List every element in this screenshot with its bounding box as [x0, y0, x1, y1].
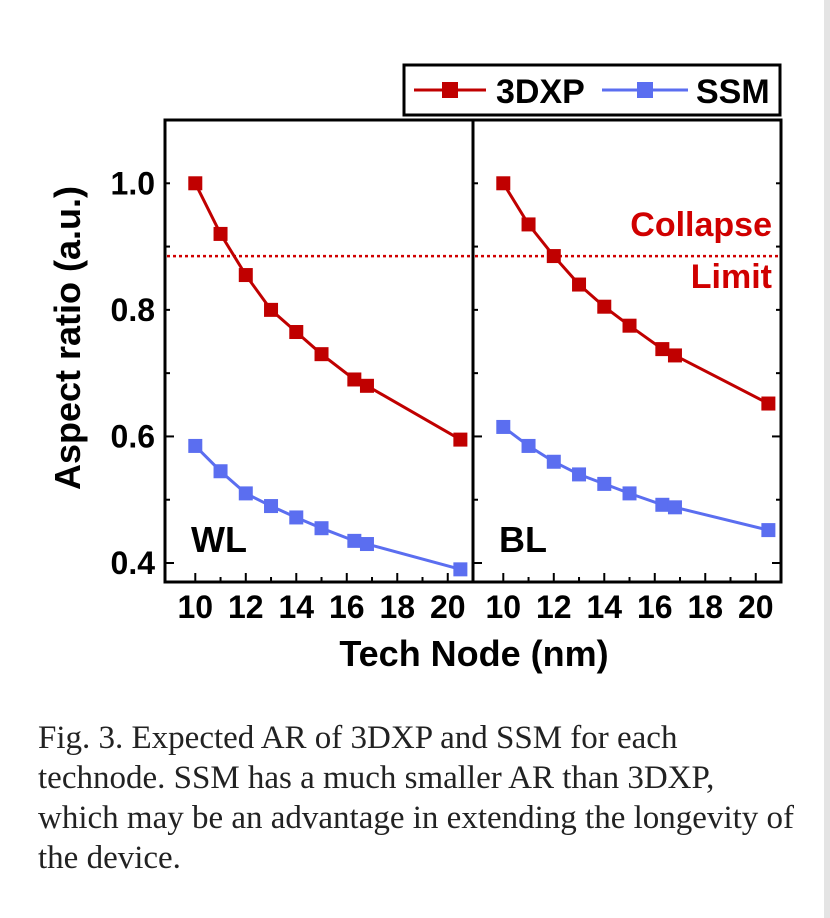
data-point-ssm — [314, 521, 329, 536]
x-tick-label: 12 — [228, 589, 264, 625]
data-point-ssm — [453, 562, 468, 577]
x-tick-label: 14 — [278, 589, 314, 625]
data-point-3dxp — [521, 217, 536, 232]
data-point-3dxp — [597, 299, 612, 314]
data-point-ssm — [667, 500, 682, 515]
collapse-limit-label-line1: Collapse — [630, 206, 772, 244]
x-tick-label: 10 — [485, 589, 521, 625]
x-tick-label: 16 — [637, 589, 673, 625]
collapse-limit-label-line2: Limit — [691, 258, 772, 296]
x-tick-label: 16 — [329, 589, 365, 625]
panel-frame — [471, 118, 783, 584]
panel-label: BL — [499, 519, 547, 560]
x-axis-title: Tech Node (nm) — [339, 633, 608, 674]
y-axis-title: Aspect ratio (a.u.) — [47, 186, 88, 490]
data-point-3dxp — [238, 268, 253, 283]
panel-wl: 10 12 14 16 18 20 0.4 0.6 0.8 1.0 WL — [111, 118, 475, 625]
series-line-3dxp — [193, 182, 462, 441]
y-tick-label: 0.6 — [111, 418, 155, 454]
data-point-3dxp — [496, 176, 511, 191]
data-point-ssm — [359, 537, 374, 552]
legend-3dxp-label: 3DXP — [496, 73, 585, 111]
data-point-ssm — [496, 419, 511, 434]
legend-ssm-marker — [637, 82, 653, 98]
data-point-3dxp — [761, 396, 776, 411]
legend-ssm-label: SSM — [696, 73, 770, 111]
y-tick-label: 0.8 — [111, 292, 155, 328]
legend-3dxp-marker — [442, 82, 458, 98]
data-point-3dxp — [347, 372, 362, 387]
data-point-ssm — [347, 533, 362, 548]
data-point-ssm — [238, 486, 253, 501]
panel-bl: 10 12 14 16 18 20 BL — [471, 118, 783, 625]
data-point-ssm — [264, 499, 279, 514]
x-tick-label: 14 — [586, 589, 622, 625]
data-point-ssm — [521, 438, 536, 453]
x-tick-label: 20 — [738, 589, 774, 625]
series-line-ssm — [502, 425, 769, 532]
data-point-3dxp — [213, 226, 228, 241]
aspect-ratio-figure: 3DXP SSM Aspect ratio (a.u.) Tech Node (… — [47, 63, 783, 674]
data-point-ssm — [622, 486, 637, 501]
x-tick-label: 18 — [687, 589, 723, 625]
x-tick-label: 18 — [379, 589, 415, 625]
panel-label: WL — [191, 519, 247, 560]
data-point-ssm — [572, 467, 587, 482]
x-tick-label: 20 — [430, 589, 466, 625]
data-point-ssm — [546, 454, 561, 469]
x-tick-label: 10 — [177, 589, 213, 625]
legend: 3DXP SSM — [402, 63, 782, 117]
data-point-3dxp — [188, 176, 203, 191]
data-point-3dxp — [289, 325, 304, 340]
data-point-3dxp — [572, 277, 587, 292]
figure-caption: Fig. 3. Expected AR of 3DXP and SSM for … — [38, 720, 795, 876]
plot-layer: 10 12 14 16 18 20 0.4 0.6 0.8 1.0 WL 10 12 14 16 18 20 BL — [111, 118, 783, 625]
data-point-ssm — [655, 497, 670, 512]
data-point-ssm — [188, 438, 203, 453]
data-point-3dxp — [453, 432, 468, 447]
data-point-3dxp — [546, 249, 561, 264]
x-tick-label: 12 — [536, 589, 572, 625]
data-point-ssm — [289, 510, 304, 525]
y-tick-label: 0.4 — [111, 545, 156, 581]
data-point-3dxp — [314, 347, 329, 362]
data-point-3dxp — [655, 342, 670, 357]
data-point-3dxp — [359, 378, 374, 393]
data-point-3dxp — [667, 348, 682, 363]
data-point-3dxp — [264, 302, 279, 317]
data-point-ssm — [213, 464, 228, 479]
data-point-ssm — [597, 476, 612, 491]
data-point-ssm — [761, 523, 776, 538]
y-tick-label: 1.0 — [111, 165, 155, 201]
data-point-3dxp — [622, 318, 637, 333]
